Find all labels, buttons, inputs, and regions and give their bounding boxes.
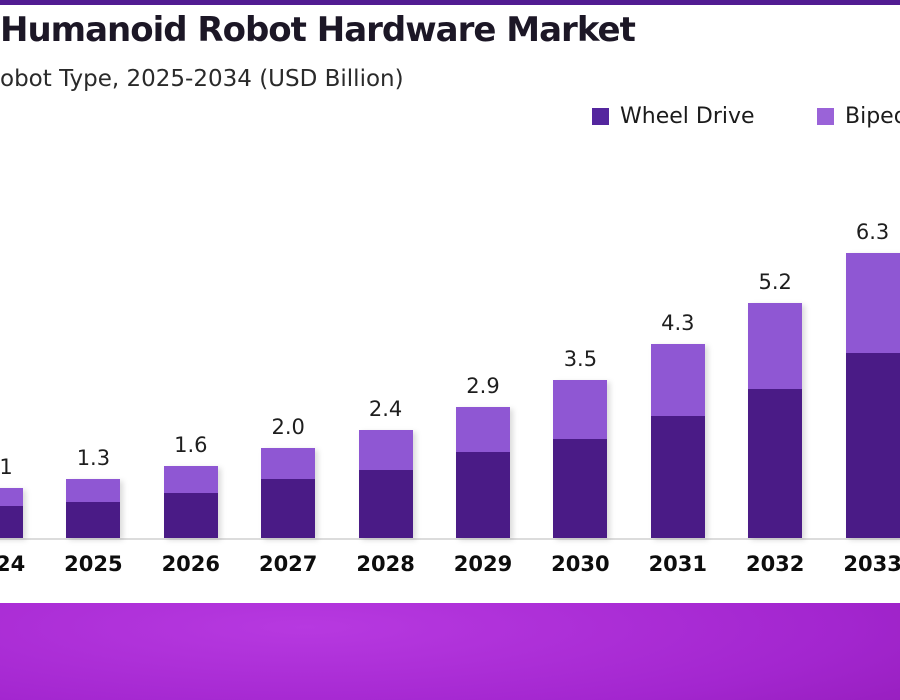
bar-stack-2027 — [261, 448, 316, 538]
x-axis-line — [0, 538, 900, 540]
bar-stack-2025 — [66, 479, 121, 538]
top-accent-stripe — [0, 0, 900, 5]
chart-subtitle: obot Type, 2025-2034 (USD Billion) — [0, 66, 404, 92]
bar-chart-area: 1.1 2024 1.3 2025 1.6 2026 2.0 2027 2.4 2028 2.9 20… — [0, 220, 900, 576]
bar-stack-2026 — [163, 466, 218, 538]
x-axis-label: 2031 — [648, 552, 708, 576]
x-axis-label: 2033 — [843, 552, 900, 576]
bar-total-label: 4.3 — [661, 311, 695, 335]
bar-stack-2033 — [845, 253, 900, 538]
wheel-drive-swatch-icon — [592, 108, 609, 125]
bar-total-label: 1.3 — [76, 446, 111, 470]
bar-segment-biped — [748, 303, 803, 389]
legend-item-wheel-drive: Wheel Drive — [592, 104, 755, 129]
x-axis-label: 2032 — [745, 552, 805, 576]
bar-stack-2024 — [0, 488, 23, 538]
legend-item-biped: Biped — [817, 104, 900, 129]
legend-label-wheel-drive: Wheel Drive — [620, 104, 755, 129]
bar-segment-biped — [553, 380, 608, 439]
bar-stack-2032 — [748, 303, 803, 538]
bar-stack-2030 — [553, 380, 608, 538]
bar-segment-wheel-drive — [0, 506, 23, 538]
x-axis-label: 2030 — [551, 552, 610, 576]
bar-segment-biped — [0, 488, 23, 506]
biped-swatch-icon — [817, 108, 834, 125]
footer-banner: t will Grow GR of: 21.6% The Forecasted … — [0, 603, 900, 700]
bar-segment-biped — [358, 430, 413, 470]
bar-total-label: 1.6 — [174, 433, 208, 457]
bar-stack-2029 — [456, 407, 510, 538]
chart-title: Humanoid Robot Hardware Market — [0, 10, 636, 50]
x-axis-label: 2028 — [356, 552, 415, 576]
bar-total-label: 2.9 — [466, 374, 500, 398]
bar-segment-biped — [261, 448, 316, 479]
bar-segment-wheel-drive — [66, 502, 121, 538]
bar-total-label: 2.0 — [271, 415, 305, 439]
bar-segment-wheel-drive — [650, 416, 705, 538]
x-axis-label: 2026 — [161, 552, 221, 576]
x-axis-label: 2027 — [258, 552, 318, 576]
bar-segment-wheel-drive — [261, 479, 316, 538]
legend-label-biped: Biped — [845, 104, 900, 129]
bar-segment-wheel-drive — [845, 353, 900, 538]
bar-total-label: 2.4 — [368, 397, 403, 421]
bar-total-label: 3.5 — [563, 347, 598, 371]
bar-total-label: 5.2 — [758, 270, 792, 294]
x-axis-label: 2029 — [453, 552, 513, 576]
bar-segment-biped — [163, 466, 218, 493]
bar-segment-biped — [845, 253, 900, 353]
bar-segment-wheel-drive — [553, 439, 608, 538]
bar-segment-wheel-drive — [456, 452, 510, 538]
bar-total-label: 6.3 — [855, 220, 890, 244]
bar-segment-biped — [456, 407, 510, 452]
bar-segment-wheel-drive — [163, 493, 218, 538]
x-axis-label: 2024 — [0, 552, 26, 576]
bar-segment-biped — [66, 479, 121, 502]
bar-total-label: 1.1 — [0, 455, 13, 479]
bar-stack-2028 — [358, 430, 413, 538]
bar-segment-biped — [650, 344, 705, 416]
x-axis-label: 2025 — [64, 552, 123, 576]
bar-segment-wheel-drive — [358, 470, 413, 538]
bar-segment-wheel-drive — [748, 389, 803, 538]
bar-stack-2031 — [650, 344, 705, 538]
